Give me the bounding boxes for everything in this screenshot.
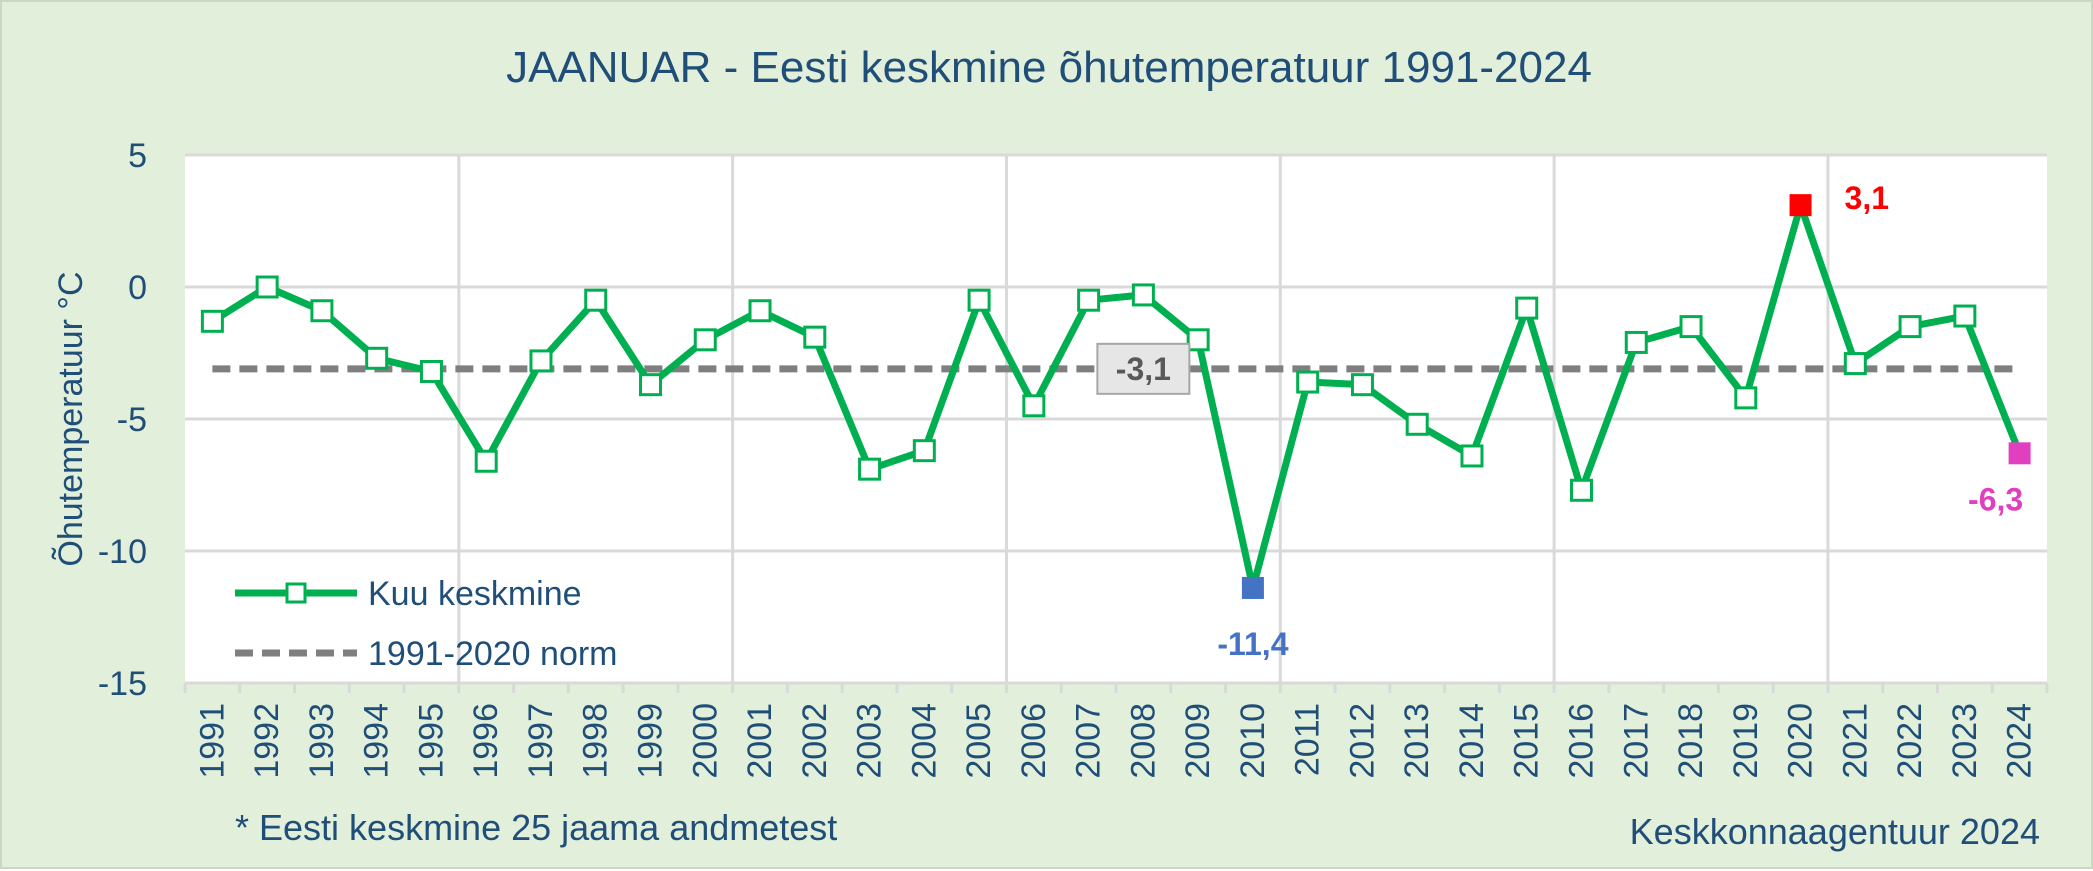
data-point-marker xyxy=(1843,352,1867,376)
data-point-marker xyxy=(474,449,498,473)
data-point-marker xyxy=(748,299,772,323)
x-tick-label: 1997 xyxy=(522,703,560,779)
data-point-marker xyxy=(1734,386,1758,410)
x-tick-label: 2023 xyxy=(1946,703,1984,779)
y-tick-label: -5 xyxy=(117,401,147,439)
x-tick-label: 2015 xyxy=(1508,703,1546,779)
footnote: * Eesti keskmine 25 jaama andmetest xyxy=(235,807,837,848)
data-point-marker xyxy=(1405,412,1429,436)
x-tick-label: 2010 xyxy=(1234,703,1272,779)
x-axis-ticks: 1991 1992 1993 1994 1995 1996 1997 1998 1999 2000… xyxy=(183,681,2049,779)
x-tick-label: 2024 xyxy=(2001,703,2039,779)
x-tick-label: 1993 xyxy=(303,703,341,779)
x-tick-label: 2017 xyxy=(1617,703,1655,779)
data-point-marker-highlight xyxy=(1241,576,1264,599)
source-credit: Keskkonnaagentuur 2024 xyxy=(1630,811,2040,852)
data-point-marker xyxy=(310,299,334,323)
data-value-label: -3,1 xyxy=(1116,351,1171,387)
data-point-marker xyxy=(1679,315,1703,339)
data-point-marker xyxy=(1186,328,1210,352)
x-tick-label: 2004 xyxy=(905,703,943,779)
data-value-label: -6,3 xyxy=(1968,481,2023,517)
x-tick-label: 1994 xyxy=(358,703,396,779)
x-tick-label: 2018 xyxy=(1672,703,1710,779)
data-point-marker xyxy=(1898,315,1922,339)
x-tick-label: 2016 xyxy=(1563,703,1601,779)
data-point-marker xyxy=(419,359,443,383)
x-tick-label: 2006 xyxy=(1015,703,1053,779)
chart-title: JAANUAR - Eesti keskmine õhutemperatuur … xyxy=(506,43,1592,92)
legend-series-marker-swatch xyxy=(285,582,307,604)
x-tick-label: 1996 xyxy=(467,703,505,779)
data-point-marker xyxy=(365,346,389,370)
series-markers xyxy=(200,194,2031,599)
x-tick-label: 1995 xyxy=(412,703,450,779)
gridlines xyxy=(185,153,2047,685)
x-tick-label: 2013 xyxy=(1398,703,1436,779)
data-point-marker xyxy=(912,439,936,463)
data-point-marker xyxy=(1953,304,1977,328)
x-tick-label: 2014 xyxy=(1453,703,1491,779)
x-tick-label: 1998 xyxy=(577,703,615,779)
x-tick-label: 2012 xyxy=(1343,703,1381,779)
data-point-marker xyxy=(1077,288,1101,312)
data-point-marker xyxy=(255,275,279,299)
data-point-marker xyxy=(693,328,717,352)
y-tick-label: 0 xyxy=(128,269,147,307)
y-axis-ticks: 5 0 -5 -10 -15 xyxy=(98,137,147,703)
y-tick-label: 5 xyxy=(128,137,147,175)
legend-label-series: Kuu keskmine xyxy=(368,575,582,613)
norm-value-label-box xyxy=(1096,342,1191,395)
x-tick-label: 2020 xyxy=(1782,703,1820,779)
y-tick-label: -15 xyxy=(98,665,147,703)
data-point-marker xyxy=(639,373,662,397)
x-tick-label: 2007 xyxy=(1070,703,1108,779)
data-point-marker xyxy=(1296,370,1320,394)
data-value-label: 3,1 xyxy=(1845,180,1889,216)
data-point-marker xyxy=(200,309,224,333)
data-annotations: -3,1 -11,4 3,1 -6,3 xyxy=(1096,180,2023,662)
x-tick-label: 2001 xyxy=(741,703,779,779)
data-point-marker xyxy=(529,349,553,373)
data-point-marker xyxy=(1022,394,1046,418)
x-tick-label: 2022 xyxy=(1891,703,1929,779)
x-tick-label: 2002 xyxy=(796,703,834,779)
x-tick-label: 2011 xyxy=(1289,703,1327,776)
x-tick-label: 2008 xyxy=(1124,703,1162,779)
x-tick-label: 2021 xyxy=(1836,703,1874,779)
series-line xyxy=(210,201,2023,592)
data-point-marker xyxy=(967,288,991,312)
legend: Kuu keskmine 1991-2020 norm xyxy=(235,575,618,673)
y-axis-title: Õhutemperatuur °C xyxy=(52,271,90,566)
data-point-marker xyxy=(584,288,608,312)
data-point-marker xyxy=(1624,330,1648,354)
x-tick-label: 1991 xyxy=(193,703,231,779)
y-tick-label: -10 xyxy=(98,533,147,571)
data-point-marker xyxy=(1460,444,1484,468)
x-tick-label: 2000 xyxy=(686,703,724,779)
data-point-marker xyxy=(1570,478,1593,502)
x-tick-label: 2019 xyxy=(1727,703,1765,779)
data-point-marker xyxy=(1350,373,1374,397)
series-line-kuu-keskmine xyxy=(210,201,2023,592)
data-point-marker xyxy=(1515,296,1539,320)
data-value-label: -11,4 xyxy=(1217,626,1288,662)
x-tick-label: 1992 xyxy=(248,703,286,779)
data-point-marker xyxy=(803,325,827,349)
x-tick-label: 2009 xyxy=(1179,703,1217,779)
x-tick-label: 2005 xyxy=(960,703,998,779)
data-point-marker xyxy=(858,457,882,481)
data-point-marker xyxy=(1131,283,1155,307)
x-tick-label: 1999 xyxy=(632,703,670,779)
x-tick-label: 2003 xyxy=(851,703,889,779)
legend-label-norm: 1991-2020 norm xyxy=(368,635,618,673)
data-point-marker-highlight xyxy=(1789,194,1812,217)
data-point-marker-highlight xyxy=(2008,442,2031,465)
